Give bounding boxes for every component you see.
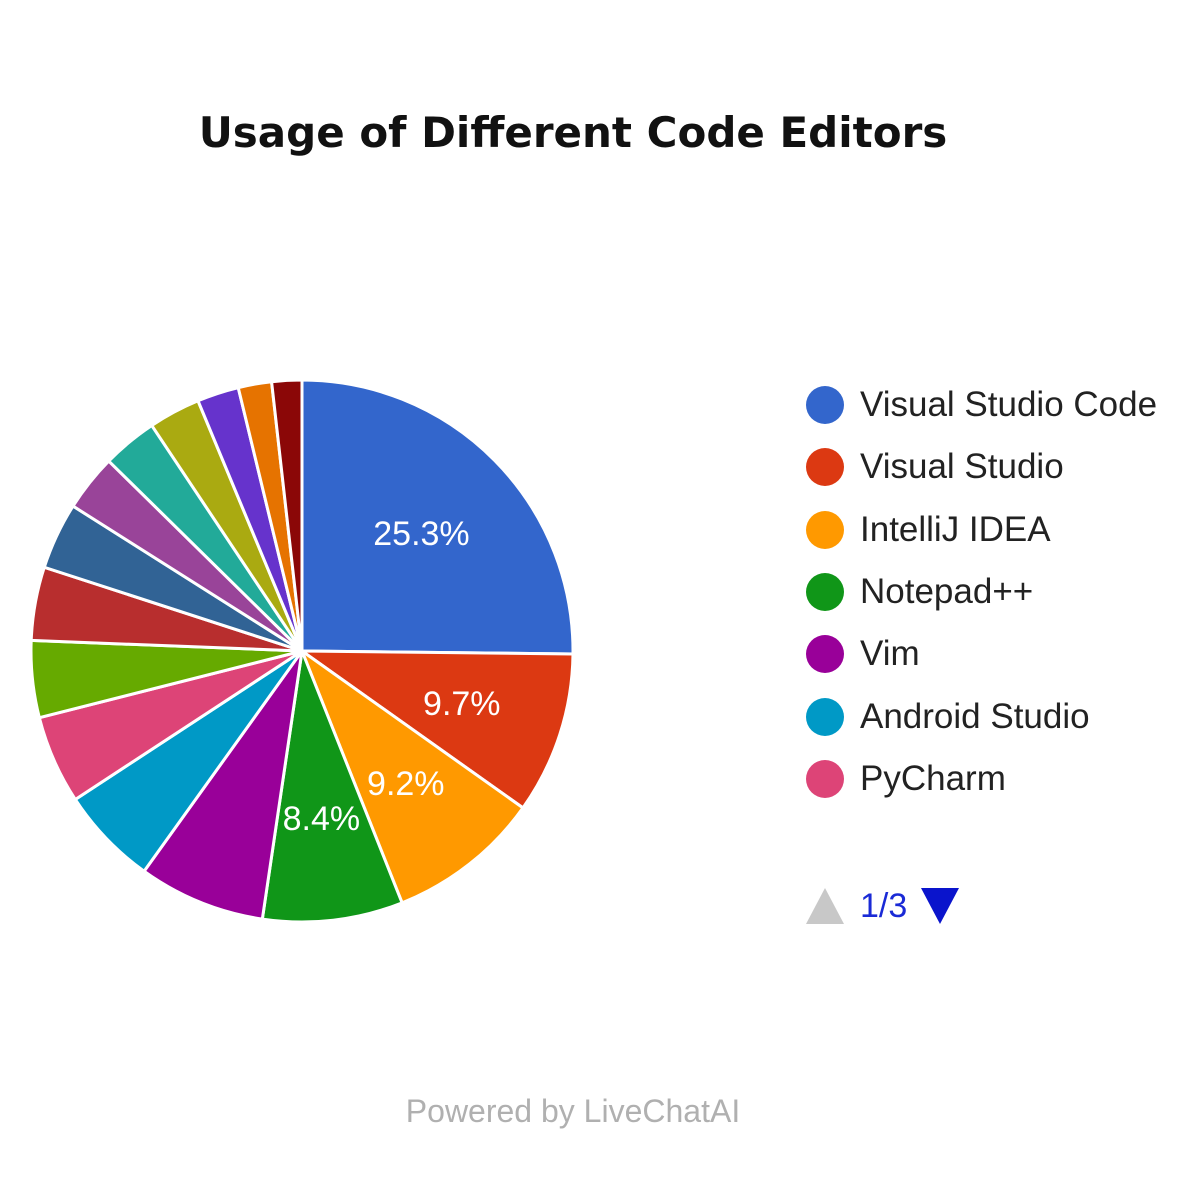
pie-slice-15[interactable] [269,378,304,652]
legend-item[interactable]: Visual Studio [806,436,1200,498]
legend-item[interactable]: Vim [806,623,1200,685]
legend-item[interactable]: Notepad++ [806,561,1200,623]
pie-data-label-3: 8.4% [283,800,361,838]
pie-slice-3[interactable] [260,645,405,924]
pie-chart: 25.3% 9.7% 9.2%8.4% [29,378,575,924]
legend-label: Visual Studio Code [860,385,1158,425]
pie-slice-1[interactable] [297,649,575,810]
legend-item[interactable]: PyCharm [806,748,1200,810]
legend-label: Android Studio [860,696,1090,736]
chart-title: Usage of Different Code Editors [198,108,948,157]
legend-swatch [806,386,844,425]
legend-prev-page-button[interactable] [806,888,844,924]
legend-swatch [806,510,844,549]
legend-label: Visual Studio [860,447,1064,487]
legend-swatch [806,573,844,612]
pie-slices [29,378,575,924]
legend-swatch [806,759,844,798]
pie-slice-0[interactable] [300,378,575,656]
pie-data-label-2: 9.2% [367,765,445,803]
legend-items: Visual Studio Code Visual Studio IntelliJ … [806,374,1200,810]
powered-by-footer: Powered by LiveChatAI [405,1093,741,1129]
legend-swatch [806,448,844,487]
legend-pager: 1/3 [806,884,960,928]
pie-data-label-1: 9.7% [423,685,501,723]
legend-item[interactable]: IntelliJ IDEA [806,499,1200,561]
pie-data-label-0: 25.3% [373,515,469,553]
legend-swatch [806,635,844,674]
legend-item[interactable]: Android Studio [806,685,1200,747]
legend-swatch [806,697,844,736]
legend-item[interactable]: Visual Studio Code [806,374,1200,436]
pie-slice-2[interactable] [298,646,526,905]
legend-label: Vim [860,634,920,674]
legend-label: PyCharm [860,758,1006,798]
legend-label: IntelliJ IDEA [860,509,1051,549]
pie-data-labels: 25.3% 9.7% 9.2%8.4% [283,515,501,838]
legend-page-indicator: 1/3 [860,886,908,925]
legend: Visual Studio Code Visual Studio IntelliJ … [806,374,1200,810]
legend-next-page-button[interactable] [921,888,960,924]
pie-slice-4[interactable] [141,650,304,921]
legend-label: Notepad++ [860,572,1034,612]
